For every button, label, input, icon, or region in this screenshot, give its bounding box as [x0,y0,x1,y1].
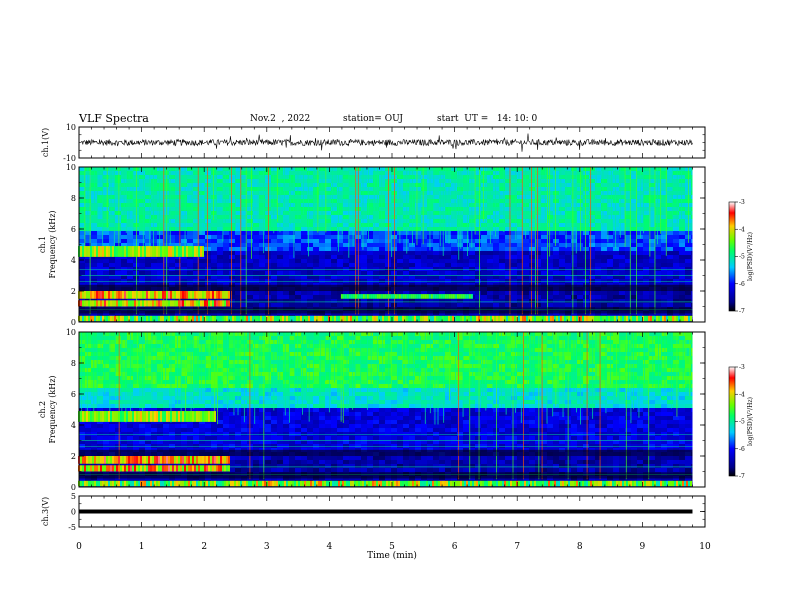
x-tick-label: 3 [264,542,270,552]
colorbar-tick-label: -4 [739,226,745,233]
spectrogram-ylabel: Frequency (kHz) [48,210,57,278]
x-tick-label: 7 [514,542,520,552]
start-time-label: start UT = 14: 10: 0 [437,114,538,124]
ch1-colorbar: -3 -4 -5 -6 -7 log(PSD)(V²/Hz) [728,199,754,315]
y-tick-label: 2 [71,452,76,461]
y-tick-label: 6 [71,225,76,234]
station-label: station= OUJ [343,114,404,124]
colorbar-tick-label: -7 [739,308,745,315]
y-tick-label: -5 [68,523,76,532]
colorbar-tick-label: -5 [739,254,745,261]
y-tick-label: 0 [71,483,76,492]
colorbar-tick-label: -5 [739,419,745,426]
x-tick-label: 1 [139,542,145,552]
colorbar-tick-label: -4 [739,391,745,398]
y-tick-label: 10 [66,163,76,172]
figure-title: VLF Spectra [79,112,149,125]
colorbar-tick-label: -6 [739,281,745,288]
colorbar-tick-label: -7 [739,473,745,480]
colorbar-label: log(PSD)(V²/Hz) [747,397,754,446]
spectrogram-ylabel: Frequency (kHz) [48,375,57,443]
y-tick-label: 10 [66,123,76,132]
x-tick-label: 9 [640,542,646,552]
y-tick-label: 2 [71,287,76,296]
x-axis-label: Time (min) [367,550,417,561]
colorbar-gradient [728,201,736,312]
ch1-spectrogram-panel: 0 2 4 6 8 10 ch.1 Frequency (kHz) [38,163,706,327]
x-tick-label: 2 [201,542,207,552]
x-tick-label: 4 [327,542,333,552]
y-tick-label: -10 [63,154,76,163]
y-tick-label: 4 [71,421,76,430]
y-tick-label: 5 [71,492,76,501]
date-label: Nov.2 , 2022 [250,114,311,124]
spectrogram-channel-label: ch.2 [38,401,47,418]
y-tick-label: 6 [71,390,76,399]
colorbar-tick-label: -3 [739,199,745,206]
ch2-colorbar: -3 -4 -5 -6 -7 log(PSD)(V²/Hz) [728,364,754,480]
ch1-waveform-panel: 10 -10 ch.1(V) [41,123,706,163]
y-tick-label: 8 [71,359,76,368]
colorbar-tick-label: -6 [739,446,745,453]
ch1-waveform-trace [80,133,693,152]
ch3-ylabel: ch.3(V) [41,497,50,526]
ch3-waveform-panel: 5 0 -5 ch.3(V) [41,492,706,532]
x-tick-label: 8 [577,542,583,552]
y-tick-label: 0 [71,508,76,517]
ch1-ylabel: ch.1(V) [41,128,50,157]
x-tick-label: 10 [699,542,711,552]
y-tick-label: 8 [71,194,76,203]
y-tick-label: 4 [71,256,76,265]
ch2-spectrogram-panel: 0 2 4 6 8 10 ch.2 Frequency (kHz) [38,328,706,492]
time-axis: 0 1 2 3 4 5 6 7 8 9 10 Time (min) [76,542,711,561]
spectrogram-channel-label: ch.1 [38,236,47,253]
y-tick-label: 0 [71,318,76,327]
x-tick-label: 0 [76,542,82,552]
y-tick-label: 10 [66,328,76,337]
colorbar-gradient [728,366,736,477]
x-tick-label: 6 [452,542,458,552]
colorbar-tick-label: -3 [739,364,745,371]
colorbar-label: log(PSD)(V²/Hz) [747,232,754,281]
x-tick-label: 5 [389,542,395,552]
